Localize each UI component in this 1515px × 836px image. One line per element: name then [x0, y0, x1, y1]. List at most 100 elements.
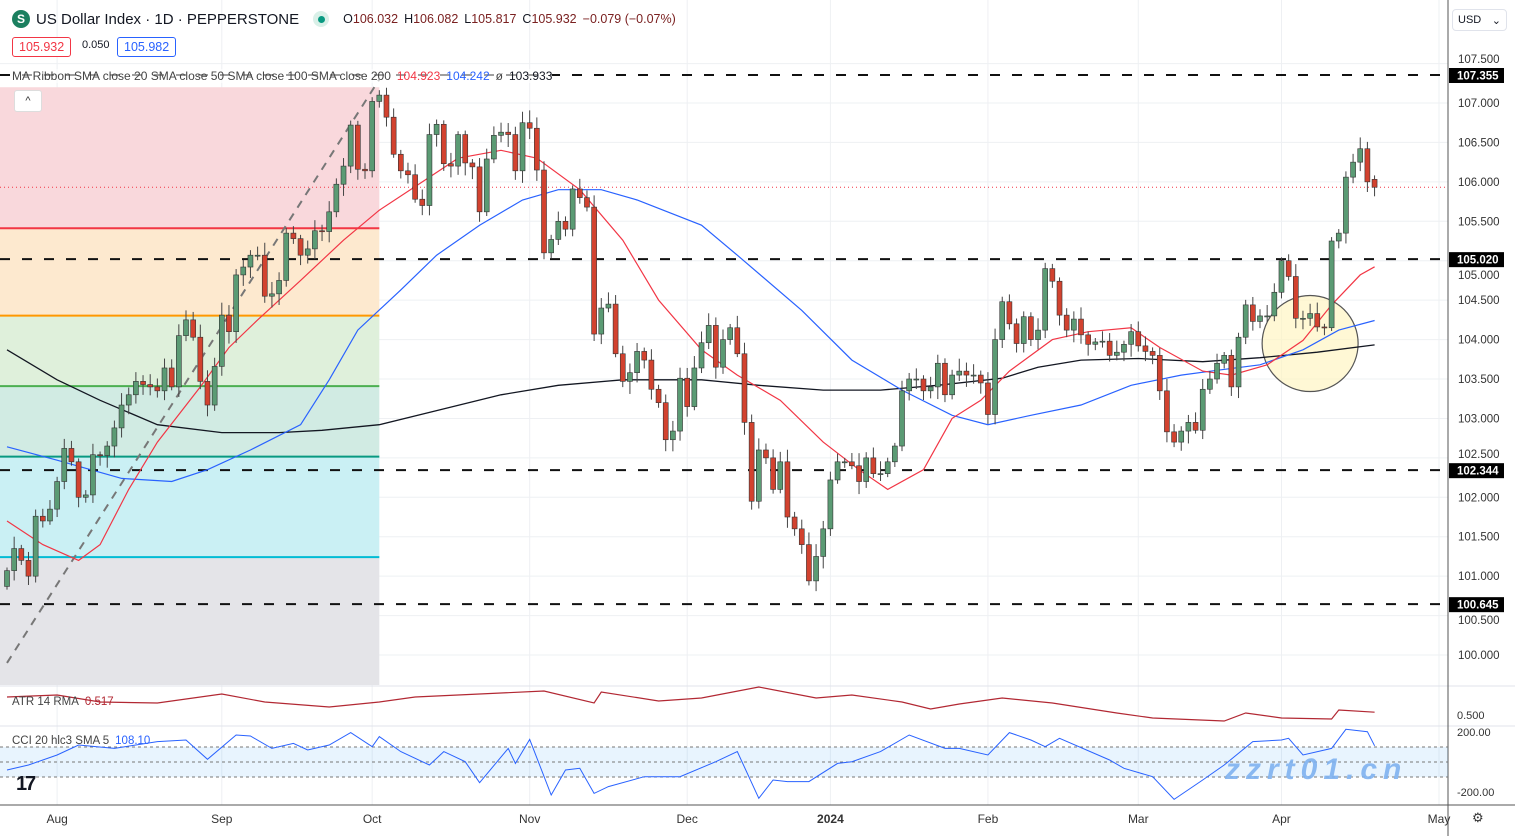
candle-body	[555, 220, 562, 240]
candle	[956, 358, 963, 381]
fib-zone	[0, 228, 380, 316]
candle-body	[755, 449, 762, 502]
candle	[419, 189, 426, 216]
candle-body	[763, 449, 769, 459]
candle-body	[140, 381, 146, 385]
candle	[849, 452, 855, 470]
candle-body	[183, 319, 189, 336]
candle	[1035, 318, 1041, 350]
candle-body	[849, 461, 855, 467]
price-axis-label: 101.500	[1458, 532, 1500, 544]
cci-label: CCI 20 hlc3 SMA 5	[12, 735, 110, 747]
candle	[755, 438, 762, 509]
candle	[133, 372, 139, 404]
candle-body	[211, 366, 218, 406]
candle-body	[548, 239, 554, 254]
candle	[534, 117, 540, 181]
candle-body	[90, 454, 96, 496]
candle	[913, 368, 920, 390]
candle	[125, 387, 132, 415]
candle	[498, 122, 504, 143]
price-axis-label: 105.000	[1458, 270, 1500, 282]
candle	[598, 298, 605, 345]
candle	[1328, 237, 1335, 331]
candle-body	[25, 560, 32, 577]
candle	[569, 185, 576, 237]
level-price-tag	[1449, 68, 1504, 84]
cci-legend[interactable]: CCI 20 hlc3 SMA 5 108.10	[12, 735, 150, 747]
candle-body	[892, 445, 898, 463]
price-axis-label: 107.500	[1458, 54, 1500, 66]
candle-body	[197, 336, 204, 382]
candle	[304, 240, 311, 264]
currency-selector[interactable]: USD ⌄	[1452, 9, 1507, 31]
candle	[1121, 340, 1127, 362]
candle	[32, 509, 39, 583]
sell-price-button[interactable]: 105.932	[12, 37, 72, 57]
candle-body	[741, 353, 748, 423]
candle-body	[591, 206, 597, 335]
market-open-icon	[313, 11, 330, 27]
ma-ribbon-legend[interactable]: MA Ribbon SMA close 20 SMA close 50 SMA …	[12, 69, 553, 83]
candle	[1242, 299, 1249, 345]
level-price-label: 107.355	[1457, 71, 1499, 83]
candle-body	[376, 94, 383, 102]
candle	[1178, 426, 1185, 451]
candle	[1307, 303, 1313, 326]
candle-body	[362, 168, 368, 172]
candle	[1020, 311, 1027, 353]
candle-body	[412, 174, 418, 200]
candle	[340, 158, 347, 196]
candle	[140, 375, 146, 395]
candle-body	[1135, 331, 1142, 347]
candle-body	[1343, 176, 1349, 234]
candle	[562, 216, 569, 237]
candle-body	[4, 570, 10, 587]
candle-body	[562, 220, 569, 230]
tradingview-logo[interactable]: 17	[16, 773, 36, 795]
buy-price-button[interactable]: 105.982	[117, 37, 177, 57]
candle	[211, 357, 218, 411]
candle-body	[1178, 430, 1185, 443]
ma-ribbon-label: MA Ribbon SMA close 20 SMA close 50 SMA …	[12, 69, 391, 83]
time-axis-label: Apr	[1272, 812, 1291, 826]
candle	[390, 108, 397, 158]
symbol-title[interactable]: US Dollar Index · 1D · PEPPERSTONE	[36, 10, 300, 28]
settings-icon[interactable]: ⚙	[1472, 810, 1484, 825]
candle	[383, 87, 390, 127]
level-price-label: 100.645	[1457, 600, 1499, 612]
level-price-label: 102.344	[1457, 466, 1499, 478]
candle-body	[913, 378, 920, 381]
open-label: O	[343, 12, 353, 26]
price-axis-label: 107.000	[1458, 98, 1500, 110]
candle	[1285, 254, 1292, 281]
candle-body	[347, 124, 354, 167]
candle-body	[1128, 331, 1134, 345]
candle-body	[1314, 313, 1321, 328]
sma20-value: 104.923	[396, 69, 441, 83]
candle-body	[863, 457, 870, 482]
candle-body	[1020, 316, 1027, 344]
candle	[111, 420, 118, 458]
candle-body	[1307, 313, 1313, 319]
candle-body	[476, 166, 483, 213]
candle	[1199, 379, 1206, 440]
candle	[247, 250, 254, 278]
candle	[1171, 424, 1177, 448]
candle	[219, 302, 225, 376]
atr-legend[interactable]: ATR 14 RMA 0.517	[12, 696, 114, 708]
candle	[1235, 332, 1242, 399]
candle	[1042, 262, 1048, 339]
candle-body	[32, 515, 39, 577]
candle	[462, 130, 469, 176]
candle-body	[1335, 232, 1342, 242]
low-label: L	[464, 12, 472, 26]
candle	[333, 178, 340, 218]
candle	[1049, 263, 1056, 288]
candle	[1135, 321, 1142, 352]
collapse-legend-button[interactable]: ^	[14, 90, 42, 112]
candle-body	[505, 131, 512, 135]
candle-body	[985, 382, 991, 415]
candle-body	[1192, 422, 1199, 431]
